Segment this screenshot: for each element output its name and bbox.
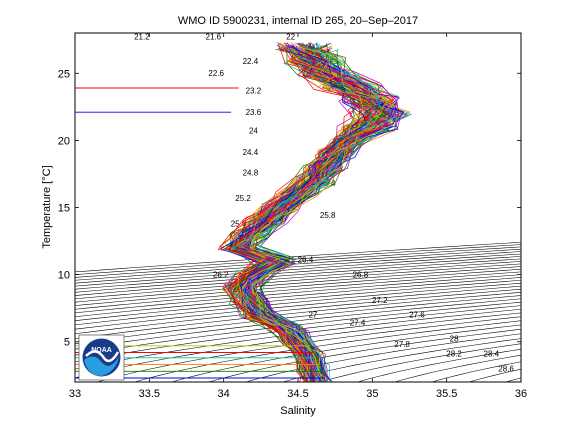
y-tick-label-1: 10 <box>58 270 70 282</box>
x-tick-label-4: 35 <box>366 388 378 400</box>
density-contour-label-5: 23.2 <box>246 86 262 95</box>
density-contour-19 <box>75 292 521 339</box>
density-contour-label-8: 24.4 <box>243 148 259 157</box>
x-tick-label-1: 33.5 <box>139 388 160 400</box>
density-contour-37 <box>505 377 521 382</box>
profile-line-112 <box>219 45 367 380</box>
x-tick-label-2: 34 <box>218 388 230 400</box>
profile-line-118 <box>228 47 387 382</box>
density-contour-label-14: 26.2 <box>213 270 229 279</box>
density-contour-label-24: 28.4 <box>484 350 500 359</box>
y-tick-label-0: 5 <box>64 337 70 349</box>
density-contour-label-7: 24 <box>249 127 258 136</box>
x-axis-label: Salinity <box>280 405 316 417</box>
profile-line-113 <box>228 47 386 382</box>
density-contour-label-12: 25.6 <box>231 219 247 228</box>
density-contour-label-18: 27.2 <box>372 296 388 305</box>
density-contour-36 <box>468 368 521 382</box>
noaa-logo: NOAA <box>78 334 125 381</box>
density-contour-label-1: 21.6 <box>206 33 222 42</box>
density-contours <box>75 26 576 388</box>
x-tick-label-6: 36 <box>515 388 527 400</box>
chart-title: WMO ID 5900231, internal ID 265, 20–Sep–… <box>178 15 418 27</box>
density-contour-label-17: 27 <box>308 311 317 320</box>
density-contour-28 <box>170 324 521 382</box>
density-contour-label-21: 27.8 <box>394 340 410 349</box>
density-contour-labels: 21.2 21.6 22 22.4 22.6 23.2 23.6 24 24.4 24.8 25.2… <box>134 33 514 374</box>
density-contour-27 <box>133 320 521 382</box>
y-tick-label-4: 25 <box>58 68 70 80</box>
density-contour-label-15: 26.4 <box>298 256 314 265</box>
density-contour-23 <box>75 305 521 363</box>
density-contour-label-22: 28 <box>450 335 459 344</box>
x-axis-ticks: 33 33.5 34 34.5 35 35.5 36 <box>69 33 527 400</box>
profile-line-119 <box>236 43 388 382</box>
x-tick-label-0: 33 <box>69 388 81 400</box>
density-contour-22 <box>75 301 521 356</box>
density-contour-20 <box>75 295 521 344</box>
x-tick-label-5: 35.5 <box>436 388 457 400</box>
density-contour-label-23: 28.2 <box>446 350 462 359</box>
density-contour-38 <box>522 26 576 388</box>
y-axis-ticks: 5 10 15 20 25 <box>58 68 521 349</box>
profile-line-115 <box>230 42 378 382</box>
density-contour-21 <box>75 298 521 350</box>
density-contour-label-20: 27.6 <box>409 311 425 320</box>
profile-line-109 <box>240 49 364 379</box>
noaa-logo-text: NOAA <box>91 347 112 354</box>
density-contour-label-3: 22.4 <box>243 57 259 66</box>
density-contour-label-16: 26.8 <box>353 270 369 279</box>
profile-line-100 <box>229 45 358 381</box>
density-contour-31 <box>282 338 521 382</box>
y-tick-label-2: 15 <box>58 203 70 215</box>
density-contour-label-4: 22.6 <box>208 69 224 78</box>
density-contour-label-0: 21.2 <box>134 33 150 42</box>
density-contour-label-25: 28.6 <box>498 364 514 373</box>
profile-lines <box>217 42 413 382</box>
density-contour-label-2: 22 <box>286 33 295 42</box>
density-contour-label-10: 25.2 <box>235 194 251 203</box>
density-contour-label-6: 23.6 <box>246 108 262 117</box>
density-contour-18 <box>75 288 521 335</box>
x-tick-label-3: 34.5 <box>287 388 308 400</box>
density-contour-17 <box>75 285 521 330</box>
profile-line-101 <box>249 49 395 382</box>
density-contour-label-9: 24.8 <box>243 168 259 177</box>
density-contour-label-13: 25.8 <box>320 211 336 220</box>
density-contour-26 <box>96 316 521 382</box>
y-tick-label-3: 20 <box>58 135 70 147</box>
density-contour-label-19: 27.4 <box>350 319 366 328</box>
density-contour-35 <box>430 361 521 382</box>
density-contour-24 <box>75 308 521 370</box>
profile-line-110 <box>243 42 392 381</box>
y-axis-label: Temperature [°C] <box>41 165 53 248</box>
density-contour-25 <box>75 312 521 379</box>
profile-line-84 <box>236 44 401 382</box>
